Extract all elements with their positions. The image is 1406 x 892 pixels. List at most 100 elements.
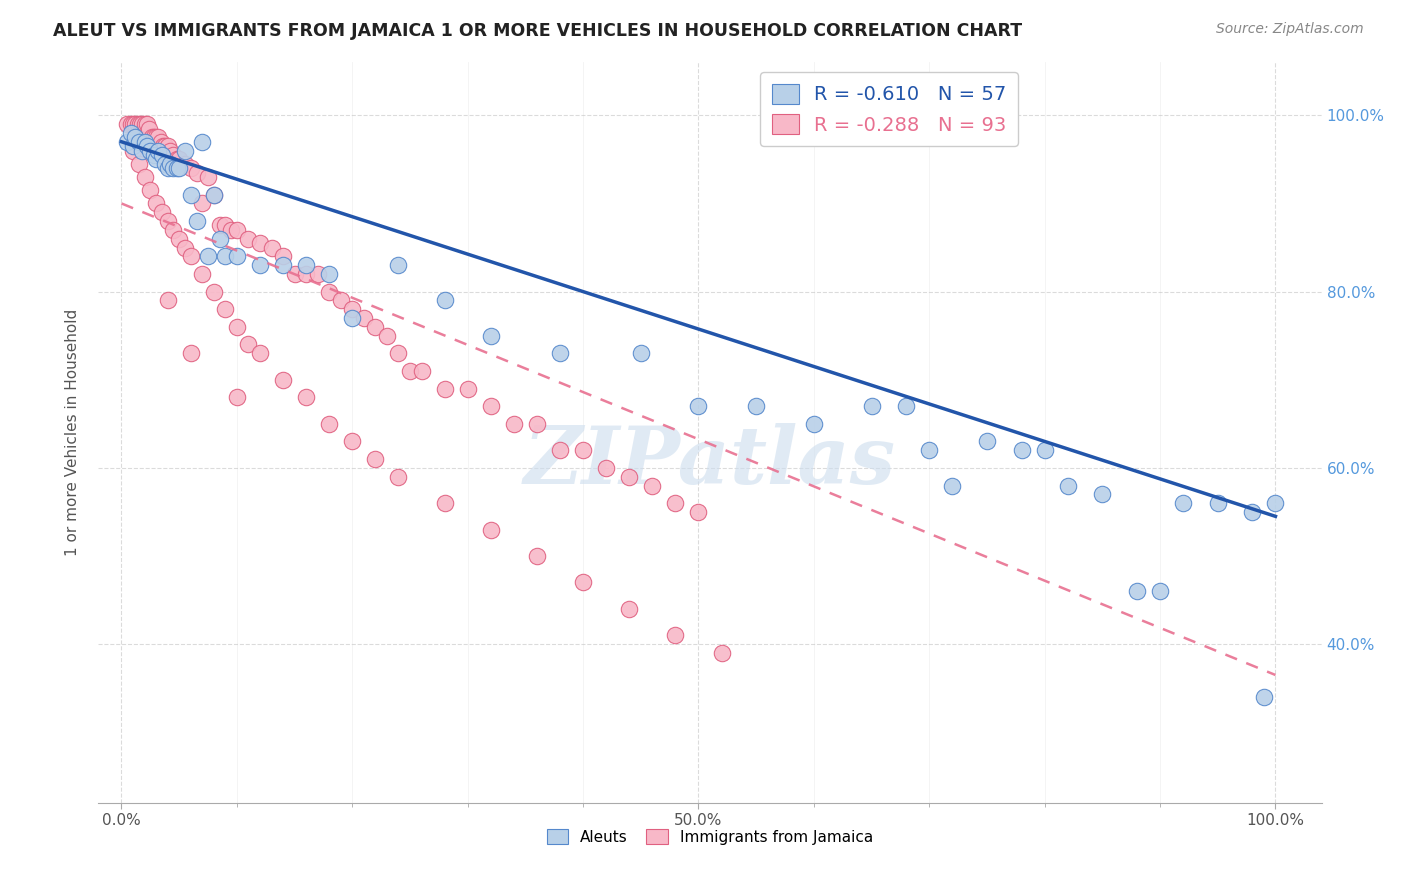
Point xyxy=(128,135,150,149)
Point xyxy=(174,157,197,171)
Point xyxy=(174,240,197,255)
Point xyxy=(225,249,247,263)
Point xyxy=(1241,505,1264,519)
Point xyxy=(548,346,571,360)
Point xyxy=(180,187,202,202)
Point xyxy=(167,161,190,176)
Point xyxy=(479,523,502,537)
Point xyxy=(1126,584,1149,599)
Point xyxy=(156,214,179,228)
Point xyxy=(180,249,202,263)
Point xyxy=(375,328,398,343)
Point xyxy=(145,153,167,167)
Point xyxy=(214,219,236,233)
Point xyxy=(630,346,652,360)
Point xyxy=(225,223,247,237)
Point xyxy=(156,139,179,153)
Point xyxy=(117,135,139,149)
Point xyxy=(387,346,409,360)
Point xyxy=(1206,496,1229,510)
Point xyxy=(145,130,167,145)
Point xyxy=(641,478,664,492)
Point xyxy=(526,417,548,431)
Point xyxy=(191,267,214,281)
Point xyxy=(208,219,231,233)
Point xyxy=(1253,690,1275,704)
Point xyxy=(433,293,456,308)
Point xyxy=(225,390,247,404)
Point xyxy=(526,549,548,563)
Point xyxy=(156,293,179,308)
Point xyxy=(134,169,156,184)
Point xyxy=(976,434,998,449)
Point xyxy=(688,399,710,413)
Point xyxy=(411,364,433,378)
Point xyxy=(122,117,145,131)
Point xyxy=(142,148,165,162)
Point xyxy=(745,399,768,413)
Point xyxy=(162,161,184,176)
Point xyxy=(387,469,409,483)
Point xyxy=(117,117,139,131)
Point xyxy=(135,139,157,153)
Point xyxy=(208,232,231,246)
Point xyxy=(295,390,318,404)
Point xyxy=(120,117,142,131)
Point xyxy=(271,373,294,387)
Point xyxy=(941,478,963,492)
Point xyxy=(1056,478,1078,492)
Point xyxy=(249,236,271,251)
Point xyxy=(174,144,197,158)
Point xyxy=(202,187,225,202)
Point xyxy=(342,434,364,449)
Point xyxy=(127,117,149,131)
Point xyxy=(159,157,181,171)
Point xyxy=(214,302,236,317)
Point xyxy=(124,117,146,131)
Point xyxy=(1149,584,1171,599)
Point xyxy=(214,249,236,263)
Point xyxy=(318,417,340,431)
Point xyxy=(271,258,294,272)
Point xyxy=(329,293,352,308)
Point xyxy=(318,267,340,281)
Point xyxy=(152,139,174,153)
Point xyxy=(149,135,172,149)
Point xyxy=(249,346,271,360)
Point xyxy=(364,452,387,467)
Point xyxy=(129,117,152,131)
Point xyxy=(238,232,260,246)
Point xyxy=(433,382,456,396)
Point xyxy=(142,130,165,145)
Point xyxy=(479,328,502,343)
Point xyxy=(619,469,641,483)
Point xyxy=(399,364,422,378)
Point xyxy=(167,153,190,167)
Point xyxy=(156,161,179,176)
Point xyxy=(180,346,202,360)
Point xyxy=(896,399,918,413)
Point xyxy=(122,139,145,153)
Point xyxy=(479,399,502,413)
Point xyxy=(664,496,686,510)
Point xyxy=(295,258,318,272)
Point xyxy=(139,144,162,158)
Point xyxy=(145,196,167,211)
Point xyxy=(433,496,456,510)
Point xyxy=(135,117,157,131)
Point xyxy=(353,311,375,326)
Point xyxy=(1011,443,1033,458)
Point xyxy=(155,157,177,171)
Text: ALEUT VS IMMIGRANTS FROM JAMAICA 1 OR MORE VEHICLES IN HOUSEHOLD CORRELATION CHA: ALEUT VS IMMIGRANTS FROM JAMAICA 1 OR MO… xyxy=(53,22,1022,40)
Point xyxy=(860,399,883,413)
Point xyxy=(186,166,208,180)
Point xyxy=(387,258,409,272)
Text: Source: ZipAtlas.com: Source: ZipAtlas.com xyxy=(1216,22,1364,37)
Point xyxy=(710,646,733,660)
Point xyxy=(572,575,595,590)
Point xyxy=(141,130,163,145)
Point xyxy=(364,319,387,334)
Point xyxy=(120,126,142,140)
Point xyxy=(134,135,156,149)
Text: ZIPatlas: ZIPatlas xyxy=(524,424,896,501)
